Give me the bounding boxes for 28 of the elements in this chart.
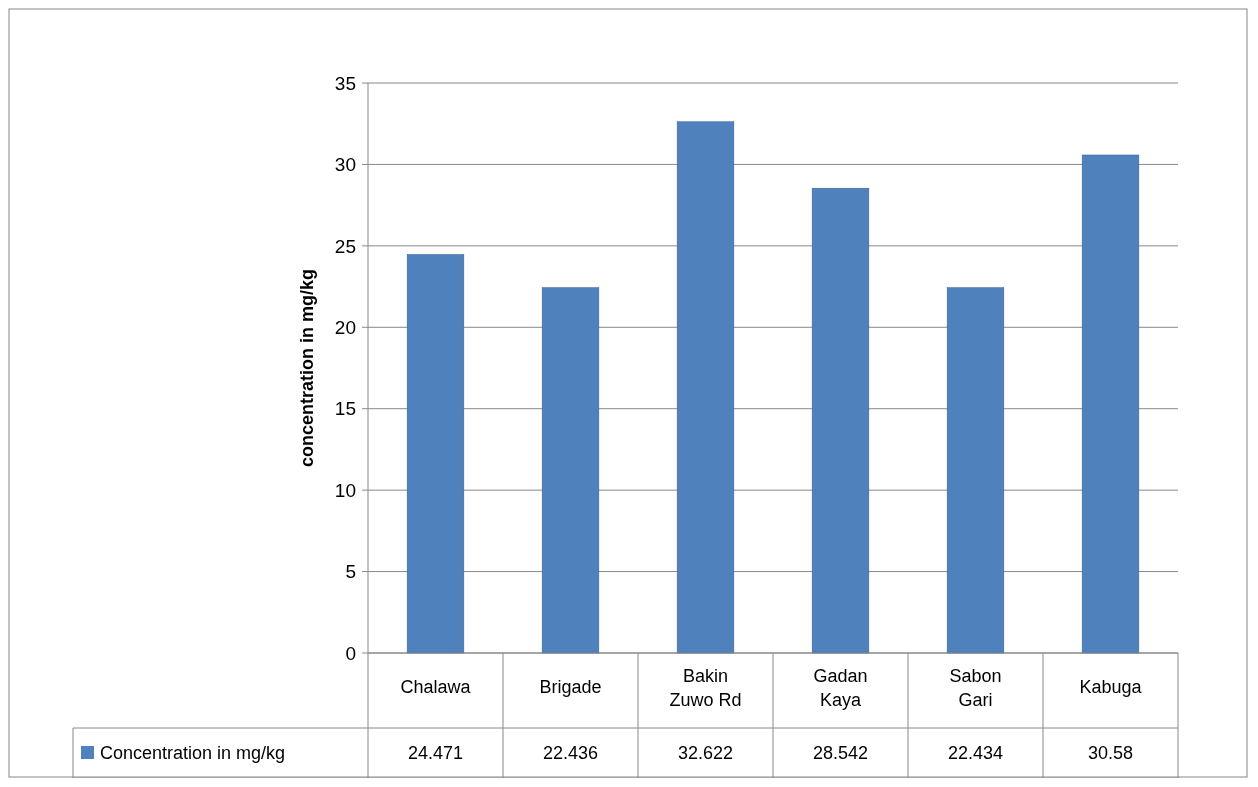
data-label: 30.58 bbox=[1087, 743, 1134, 763]
data-label: 28.542 bbox=[812, 743, 869, 763]
x-tick-label: Kabuga bbox=[1079, 677, 1143, 697]
x-tick-label: Sabon Gari bbox=[949, 666, 1002, 710]
x-tick-label: Gadan Kaya bbox=[813, 666, 868, 710]
x-tick-label: Chalawa bbox=[400, 677, 472, 697]
y-axis-title: concentration in mg/kg bbox=[297, 268, 317, 468]
y-tick-label: 5 bbox=[345, 561, 356, 583]
legend-label: Concentration in mg/kg bbox=[100, 743, 286, 763]
bar bbox=[1081, 154, 1140, 654]
x-tick-label: Bakin Zuwo Rd bbox=[669, 666, 742, 710]
bar bbox=[946, 287, 1005, 654]
y-tick-label: 10 bbox=[334, 479, 356, 501]
y-tick-label: 15 bbox=[334, 398, 356, 420]
y-tick-label: 0 bbox=[345, 642, 356, 664]
y-tick-label: 20 bbox=[334, 316, 356, 338]
data-label: 22.434 bbox=[947, 743, 1004, 763]
y-tick-label: 25 bbox=[334, 235, 356, 257]
bar bbox=[676, 121, 735, 654]
data-label: 32.622 bbox=[677, 743, 734, 763]
bar bbox=[541, 287, 600, 654]
y-tick-label: 30 bbox=[334, 154, 356, 176]
y-tick-label: 35 bbox=[334, 72, 356, 94]
data-label: 24.471 bbox=[407, 743, 464, 763]
bar bbox=[406, 254, 465, 654]
x-tick-label: Brigade bbox=[539, 677, 602, 697]
bar bbox=[811, 187, 870, 654]
data-label: 22.436 bbox=[542, 743, 599, 763]
